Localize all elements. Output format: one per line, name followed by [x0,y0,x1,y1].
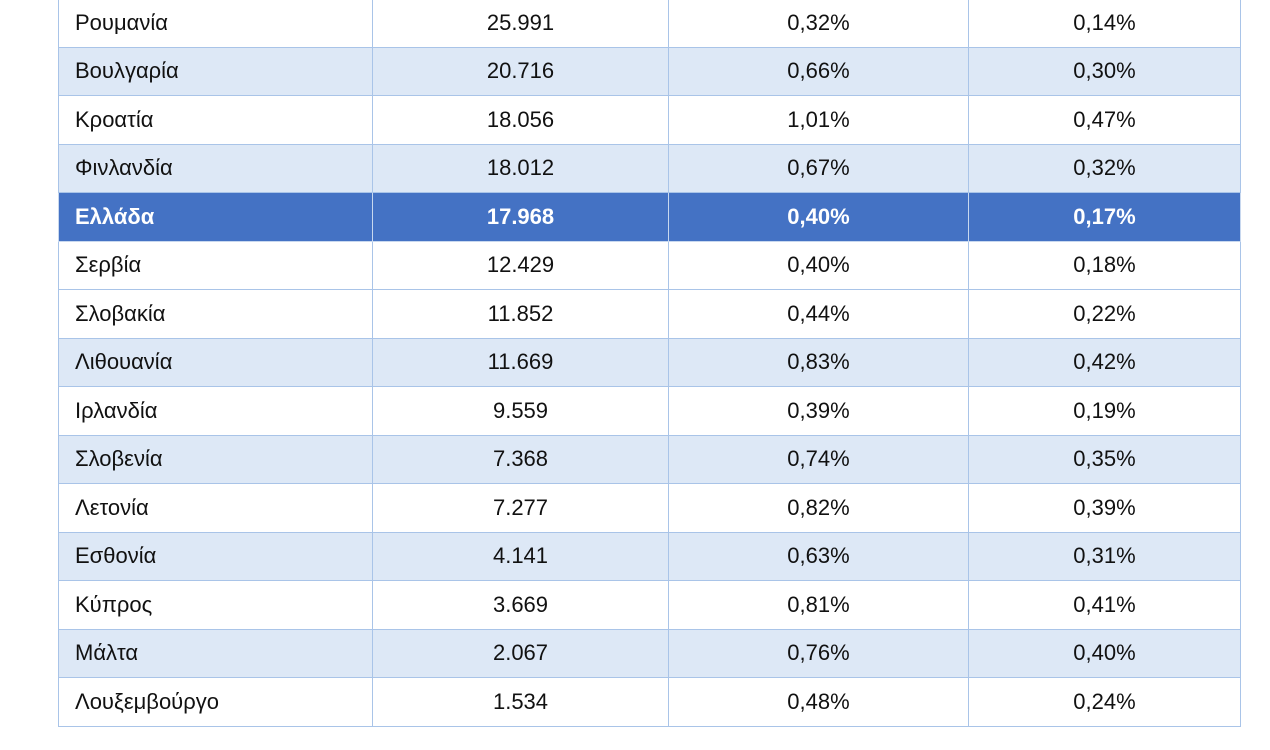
value-cell: 20.716 [372,46,669,96]
country-data-table: Ρουμανία 25.991 0,32% 0,14% Βουλγαρία 20… [58,0,1241,727]
table-row: Σερβία 12.429 0,40% 0,18% [58,240,1241,290]
value-cell: 11.669 [372,337,669,387]
value-cell: 17.968 [372,192,669,242]
percent-cell-2: 0,35% [968,434,1241,484]
table-row: Σλοβακία 11.852 0,44% 0,22% [58,289,1241,339]
table-row: Ιρλανδία 9.559 0,39% 0,19% [58,386,1241,436]
percent-cell-2: 0,17% [968,192,1241,242]
table-row: Λιθουανία 11.669 0,83% 0,42% [58,337,1241,387]
value-cell: 7.277 [372,483,669,533]
percent-cell-1: 0,66% [668,46,969,96]
value-cell: 18.012 [372,143,669,193]
percent-cell-2: 0,18% [968,240,1241,290]
percent-cell-2: 0,42% [968,337,1241,387]
country-cell: Μάλτα [58,628,373,678]
percent-cell-1: 0,76% [668,628,969,678]
percent-cell-1: 0,81% [668,580,969,630]
country-cell: Λουξεμβούργο [58,677,373,727]
table-row: Βουλγαρία 20.716 0,66% 0,30% [58,46,1241,96]
country-cell: Λετονία [58,483,373,533]
table-row: Φινλανδία 18.012 0,67% 0,32% [58,143,1241,193]
value-cell: 25.991 [372,0,669,48]
percent-cell-2: 0,19% [968,386,1241,436]
country-cell: Σερβία [58,240,373,290]
value-cell: 11.852 [372,289,669,339]
country-cell: Σλοβενία [58,434,373,484]
country-cell: Φινλανδία [58,143,373,193]
country-cell: Λιθουανία [58,337,373,387]
value-cell: 7.368 [372,434,669,484]
value-cell: 1.534 [372,677,669,727]
percent-cell-2: 0,47% [968,95,1241,145]
percent-cell-1: 0,44% [668,289,969,339]
percent-cell-2: 0,40% [968,628,1241,678]
percent-cell-1: 0,67% [668,143,969,193]
table-row: Σλοβενία 7.368 0,74% 0,35% [58,434,1241,484]
percent-cell-1: 0,83% [668,337,969,387]
country-cell: Βουλγαρία [58,46,373,96]
table-row: Μάλτα 2.067 0,76% 0,40% [58,628,1241,678]
country-cell: Σλοβακία [58,289,373,339]
percent-cell-2: 0,14% [968,0,1241,48]
table-row: Ρουμανία 25.991 0,32% 0,14% [58,0,1241,48]
percent-cell-1: 1,01% [668,95,969,145]
country-cell: Κύπρος [58,580,373,630]
value-cell: 3.669 [372,580,669,630]
percent-cell-1: 0,40% [668,240,969,290]
highlighted-table-row: Ελλάδα 17.968 0,40% 0,17% [58,192,1241,242]
percent-cell-1: 0,40% [668,192,969,242]
percent-cell-1: 0,48% [668,677,969,727]
value-cell: 2.067 [372,628,669,678]
table-row: Λουξεμβούργο 1.534 0,48% 0,24% [58,677,1241,727]
percent-cell-2: 0,24% [968,677,1241,727]
country-cell: Ιρλανδία [58,386,373,436]
country-cell: Εσθονία [58,531,373,581]
percent-cell-2: 0,30% [968,46,1241,96]
percent-cell-2: 0,32% [968,143,1241,193]
percent-cell-1: 0,32% [668,0,969,48]
value-cell: 9.559 [372,386,669,436]
country-cell: Ελλάδα [58,192,373,242]
table-body: Ρουμανία 25.991 0,32% 0,14% Βουλγαρία 20… [58,0,1241,727]
percent-cell-2: 0,31% [968,531,1241,581]
percent-cell-1: 0,39% [668,386,969,436]
percent-cell-1: 0,63% [668,531,969,581]
table-row: Κροατία 18.056 1,01% 0,47% [58,95,1241,145]
table-row: Εσθονία 4.141 0,63% 0,31% [58,531,1241,581]
percent-cell-1: 0,74% [668,434,969,484]
value-cell: 18.056 [372,95,669,145]
table-row: Λετονία 7.277 0,82% 0,39% [58,483,1241,533]
country-cell: Κροατία [58,95,373,145]
table-row: Κύπρος 3.669 0,81% 0,41% [58,580,1241,630]
value-cell: 12.429 [372,240,669,290]
value-cell: 4.141 [372,531,669,581]
percent-cell-2: 0,41% [968,580,1241,630]
percent-cell-2: 0,22% [968,289,1241,339]
percent-cell-1: 0,82% [668,483,969,533]
country-cell: Ρουμανία [58,0,373,48]
percent-cell-2: 0,39% [968,483,1241,533]
